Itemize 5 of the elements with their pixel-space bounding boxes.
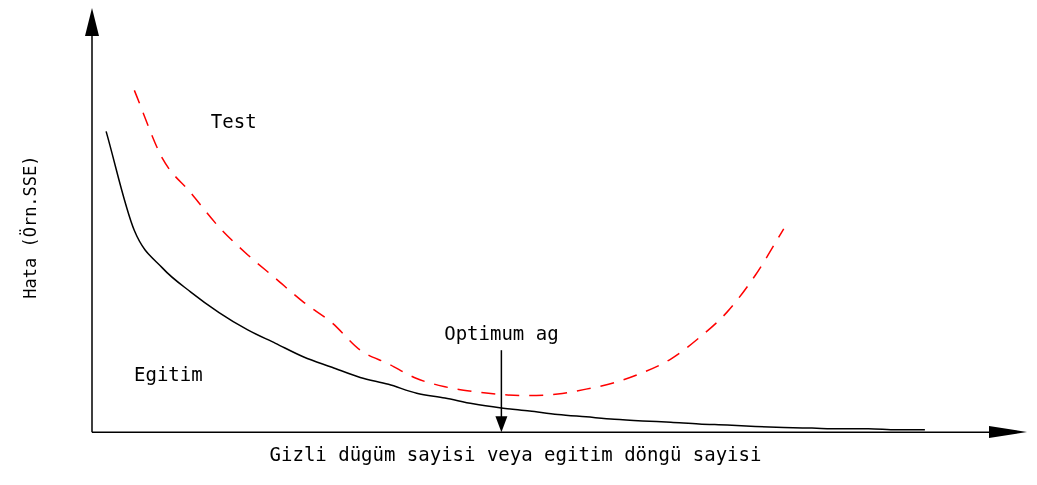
y-axis-title: Hata (Örn.SSE)	[19, 155, 41, 299]
x-axis-title: Gizli dügüm sayisi veya egitim döngü sayisi	[269, 442, 762, 465]
annotation: Optimum ag	[444, 322, 559, 345]
text: Egitim	[134, 363, 203, 386]
text: Test	[210, 109, 257, 132]
